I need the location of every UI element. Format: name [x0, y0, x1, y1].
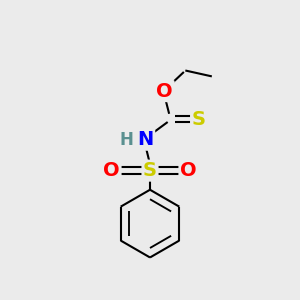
Text: S: S [143, 161, 157, 180]
Text: S: S [192, 110, 206, 129]
Text: H: H [119, 131, 134, 149]
Text: O: O [103, 161, 120, 180]
Text: O: O [156, 82, 173, 100]
Text: N: N [137, 130, 154, 149]
Text: O: O [180, 161, 196, 180]
